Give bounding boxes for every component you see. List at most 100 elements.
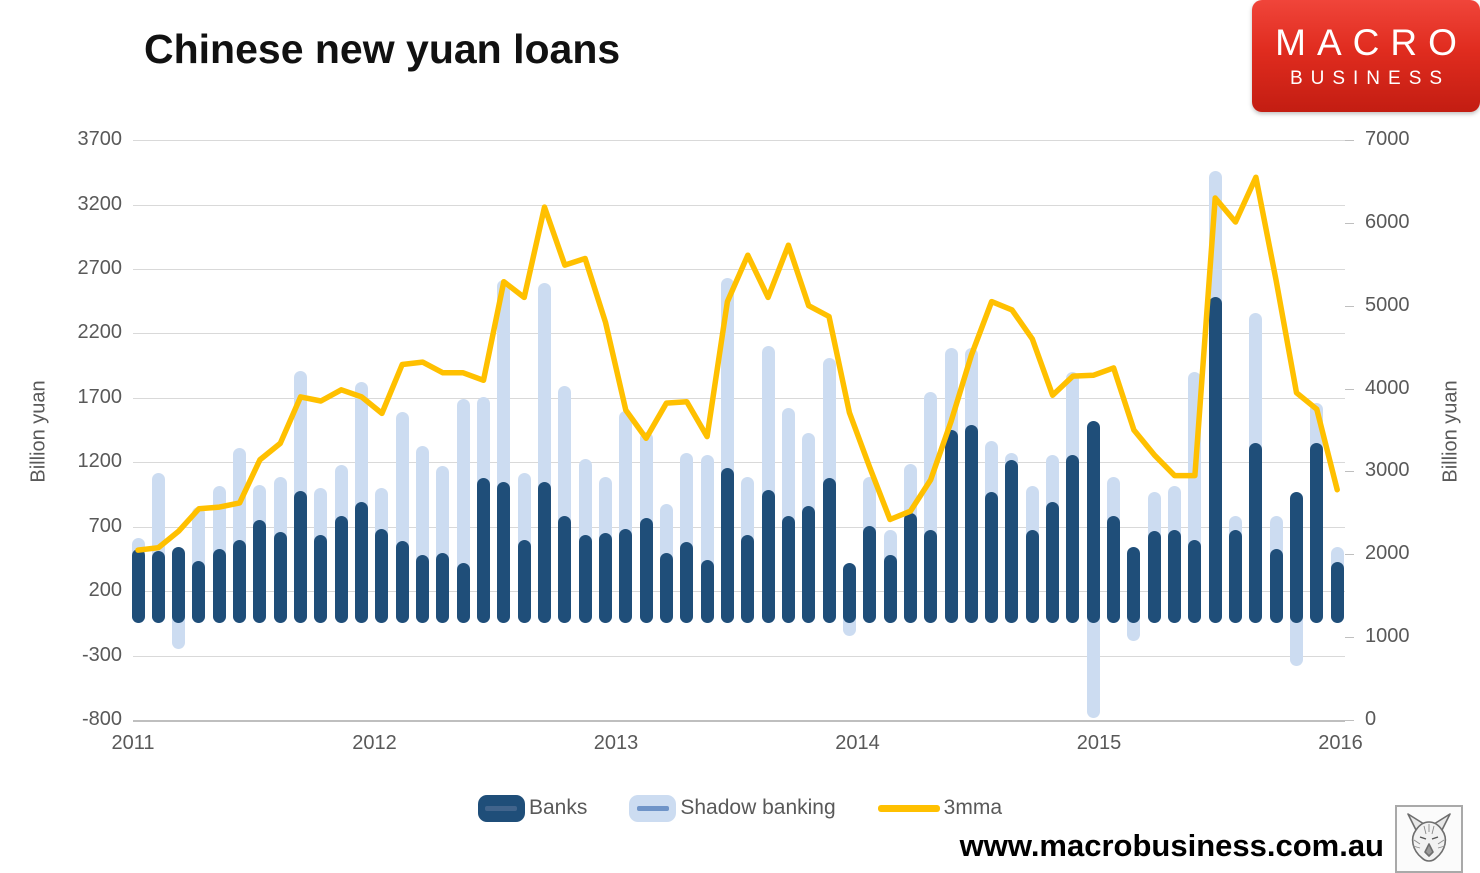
gridline-1200 [133,462,1345,464]
bar-banks [1025,530,1039,623]
bar-banks [761,490,775,623]
bar-banks [1168,530,1182,623]
right-axis-tick-4000: 4000 [1365,376,1410,399]
logo-text-business: BUSINESS [1289,68,1451,89]
bar-banks [598,533,612,623]
left-axis-tick-2200: 2200 [77,321,123,344]
gridline-2700 [133,269,1345,270]
bar-banks [883,555,897,623]
left-axis-tick-3700: 3700 [77,128,123,151]
bar-banks [1005,460,1019,623]
left-axis-title: Billion yuan [27,380,50,483]
left-axis-tick-1700: 1700 [77,385,123,408]
right-axis-tick-mark-7000 [1345,140,1354,141]
macrobusiness-logo: MACRO BUSINESS [1252,0,1480,112]
logo-text-macro: MACRO [1275,22,1468,63]
bar-banks [395,540,409,623]
bar-banks [863,526,877,623]
bar-banks [375,529,389,623]
left-axis-tick-200: 200 [88,579,122,602]
right-axis-tick-mark-2000 [1345,554,1354,556]
bar-banks [477,478,491,623]
right-axis-tick-mark-4000 [1345,388,1354,390]
gridline--300 [133,655,1345,657]
right-axis-tick-1000: 1000 [1365,625,1410,648]
bar-banks [680,541,694,623]
left-axis-tick--800: -800 [81,708,122,731]
bar-banks [1147,530,1161,623]
bar-banks [903,512,917,623]
right-axis-tick-6000: 6000 [1365,210,1410,233]
right-axis-tick-5000: 5000 [1365,293,1410,316]
right-axis-tick-0: 0 [1365,708,1377,730]
gridline-1700 [133,397,1345,399]
bar-banks [1269,548,1283,623]
bar-banks [416,555,430,623]
bar-banks [924,530,938,623]
bar-banks [964,424,978,623]
bar-banks [781,516,795,623]
bar-banks [1310,443,1324,623]
legend-item-banks: Banks [477,794,588,822]
right-axis-tick-mark-3000 [1345,471,1354,473]
bar-banks [172,547,186,623]
wolf-head-icon [1407,813,1451,862]
bar-banks [355,501,369,623]
bar-banks [1249,443,1263,623]
gridline-2200 [133,333,1345,335]
bar-banks [944,430,958,623]
bar-banks [1107,516,1121,623]
x-axis-tick-2013: 2013 [593,732,639,754]
x-axis-tick-2011: 2011 [111,732,155,754]
bar-banks [1188,539,1202,623]
bar-banks [538,481,551,623]
x-axis-tick-2015: 2015 [1076,732,1122,754]
bar-banks [131,548,145,623]
bar-banks [436,552,450,623]
bar-banks [1086,421,1100,623]
shadow-banking-swatch-icon [629,794,677,822]
bar-banks [1208,297,1222,623]
bar-banks [233,539,247,623]
chart-title: Chinese new yuan loans [144,26,621,72]
right-axis-tick-mark-5000 [1345,305,1354,307]
right-axis-tick-mark-6000 [1345,222,1354,224]
legend: Banks Shadow banking 3mma [0,790,1480,826]
bar-banks [822,478,836,623]
bar-banks [639,518,653,623]
left-axis-tick-1200: 1200 [77,450,123,473]
legend-item-3mma: 3mma [877,796,1003,820]
bar-banks [1127,547,1141,623]
bar-banks [985,491,999,623]
legend-label-3mma: 3mma [943,796,1003,819]
bar-banks [517,539,531,623]
bar-banks [151,551,165,623]
bar-banks [273,531,287,623]
bar-banks [192,560,206,623]
legend-label-shadow-banking: Shadow banking [680,796,836,819]
right-axis-title: Billion yuan [1439,380,1462,483]
bar-shadow-banking-negative [1290,611,1304,666]
left-axis-tick-700: 700 [88,514,122,537]
left-axis-tick--300: -300 [81,643,122,666]
gridline--800 [133,720,1345,723]
left-axis-tick-3200: 3200 [77,192,123,215]
bar-banks [578,535,592,623]
right-axis-tick-mark-0 [1345,720,1354,721]
bar-banks [619,529,633,623]
gridline-3200 [133,204,1345,206]
site-url: www.macrobusiness.com.au [959,828,1384,863]
right-axis-tick-3000: 3000 [1365,459,1410,482]
legend-item-shadow-banking: Shadow banking [629,794,836,822]
x-axis-tick-2016: 2016 [1318,732,1363,754]
bar-banks [1229,530,1243,623]
bar-banks [497,481,511,623]
right-axis-tick-2000: 2000 [1365,542,1410,565]
bar-banks [253,519,267,623]
legend-label-banks: Banks [528,796,588,819]
bar-banks [558,516,572,623]
bar-banks [700,560,714,623]
left-axis-tick-2700: 2700 [77,257,123,279]
gridline-3700 [133,140,1345,142]
